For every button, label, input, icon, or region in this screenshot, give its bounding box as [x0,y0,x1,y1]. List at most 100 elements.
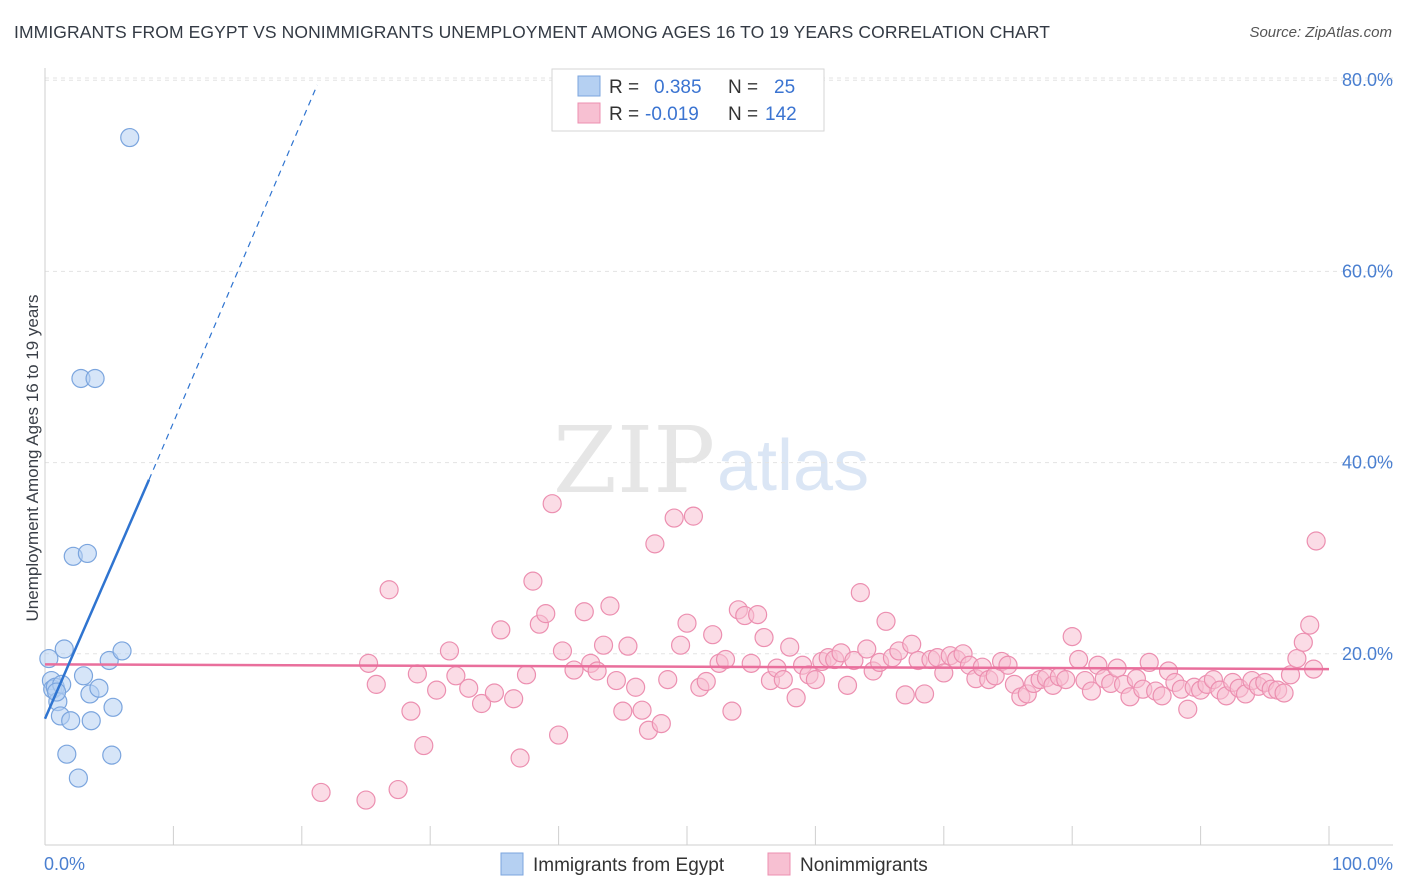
nonimmigrant-point [587,661,607,681]
egypt-point [85,368,105,389]
nonimmigrant-point [651,713,671,734]
gridlines [45,77,1393,655]
nonimmigrant-point [471,693,492,714]
x-tick-label: 100.0% [1332,854,1393,874]
trend-lines [43,84,1330,720]
nonimmigrant-point [780,637,800,657]
nonimmigrant-point [542,494,562,514]
nonimmigrant-point [552,641,573,661]
legend-n-label-2: N = [728,104,758,125]
egypt-point [103,697,123,717]
y-axis-label: Unemployment Among Ages 16 to 19 years [23,295,42,622]
watermark-zip: ZIP [553,407,715,514]
y-tick-label: 80.0% [1342,70,1393,90]
nonimmigrant-point [876,611,896,631]
egypt-point [54,639,74,659]
egypt-point [89,678,109,698]
bottom-legend-egypt: Immigrants from Egypt [533,855,725,876]
nonimmigrant-point [593,635,614,655]
nonimmigrant-point [311,782,331,803]
nonimmigrant-point [658,670,678,690]
nonimmigrant-point [1293,632,1313,652]
nonimmigrant-point [914,684,935,704]
nonimmigrant-point [536,604,556,624]
nonimmigrant-point [407,664,427,684]
legend-r-value-1: 0.385 [654,77,702,98]
nonimmigrant-point [523,571,543,591]
bottom-legend-swatch-egypt [500,852,524,876]
egypt-point [57,744,77,764]
nonimmigrant-point [786,688,806,708]
nonimmigrant-point [998,655,1018,675]
egypt-point [120,127,140,148]
nonimmigrant-point [516,665,537,685]
chart-title: IMMIGRANTS FROM EGYPT VS NONIMMIGRANTS U… [14,22,1051,42]
nonimmigrant-point [748,605,768,625]
nonimmigrant-point [626,677,646,697]
egypt-trend-line [43,479,151,720]
nonimmigrants-points [311,494,1326,810]
legend-swatch-non [577,102,601,124]
nonimmigrant-point [703,625,723,645]
nonimmigrant-point [510,748,530,768]
nonimmigrant-point [670,635,691,655]
nonimmigrant-point [1152,686,1172,706]
nonimmigrant-point [613,701,633,721]
nonimmigrant-point [459,678,479,698]
egypt-point [102,745,122,765]
nonimmigrant-point [356,790,376,810]
y-tick-label: 60.0% [1342,261,1393,281]
nonimmigrant-point [1139,652,1159,673]
nonimmigrant-point [1306,531,1326,551]
tick-labels: 20.0% 40.0% 60.0% 80.0% 0.0% 100.0% [44,70,1393,874]
legend-r-value-2: -0.019 [645,104,699,125]
nonimmigrant-point [379,580,399,600]
legend-n-value-1: 25 [774,77,795,98]
nonimmigrant-point [401,701,421,721]
source-label: Source: ZipAtlas.com [1249,24,1392,41]
egypt-point [81,711,101,731]
legend-n-value-2: 142 [765,104,797,125]
nonimmigrant-point [504,689,524,709]
y-tick-label: 20.0% [1342,644,1393,664]
legend-n-label-1: N = [728,77,758,98]
nonimmigrant-point [895,685,915,705]
nonimmigrant-point [857,639,877,659]
nonimmigrant-point [574,602,594,622]
nonimmigrant-point [439,641,460,661]
bottom-legend-non: Nonimmigrants [800,855,928,876]
nonimmigrant-point [484,683,504,703]
egypt-points [39,127,140,788]
axes [44,68,1393,846]
nonimmigrants-trend-line [44,663,1330,671]
nonimmigrant-point [683,506,704,526]
nonimmigrant-point [632,700,652,720]
nonimmigrant-point [1056,670,1076,690]
nonimmigrant-point [1287,648,1307,669]
nonimmigrant-point [618,636,638,656]
nonimmigrant-point [677,613,697,633]
nonimmigrant-point [773,670,793,690]
y-tick-label: 40.0% [1342,453,1393,473]
nonimmigrant-point [1062,626,1082,647]
egypt-point [68,768,88,788]
egypt-trend-extension [148,84,318,481]
legend-swatch-egypt [577,75,601,97]
nonimmigrant-point [696,671,716,692]
nonimmigrant-point [427,680,447,700]
nonimmigrant-point [850,583,870,603]
nonimmigrant-point [1300,615,1320,635]
egypt-point [77,543,97,564]
nonimmigrant-point [837,675,858,695]
nonimmigrant-point [606,670,626,691]
nonimmigrant-point [844,650,864,671]
nonimmigrant-point [722,701,742,721]
nonimmigrant-point [1274,683,1294,703]
nonimmigrant-point [715,649,736,670]
nonimmigrant-point [564,660,584,680]
bottom-legend: Immigrants from Egypt Nonimmigrants [500,852,928,876]
nonimmigrant-point [358,653,379,673]
legend-r-label-1: R = [609,77,639,98]
nonimmigrant-point [366,674,386,694]
